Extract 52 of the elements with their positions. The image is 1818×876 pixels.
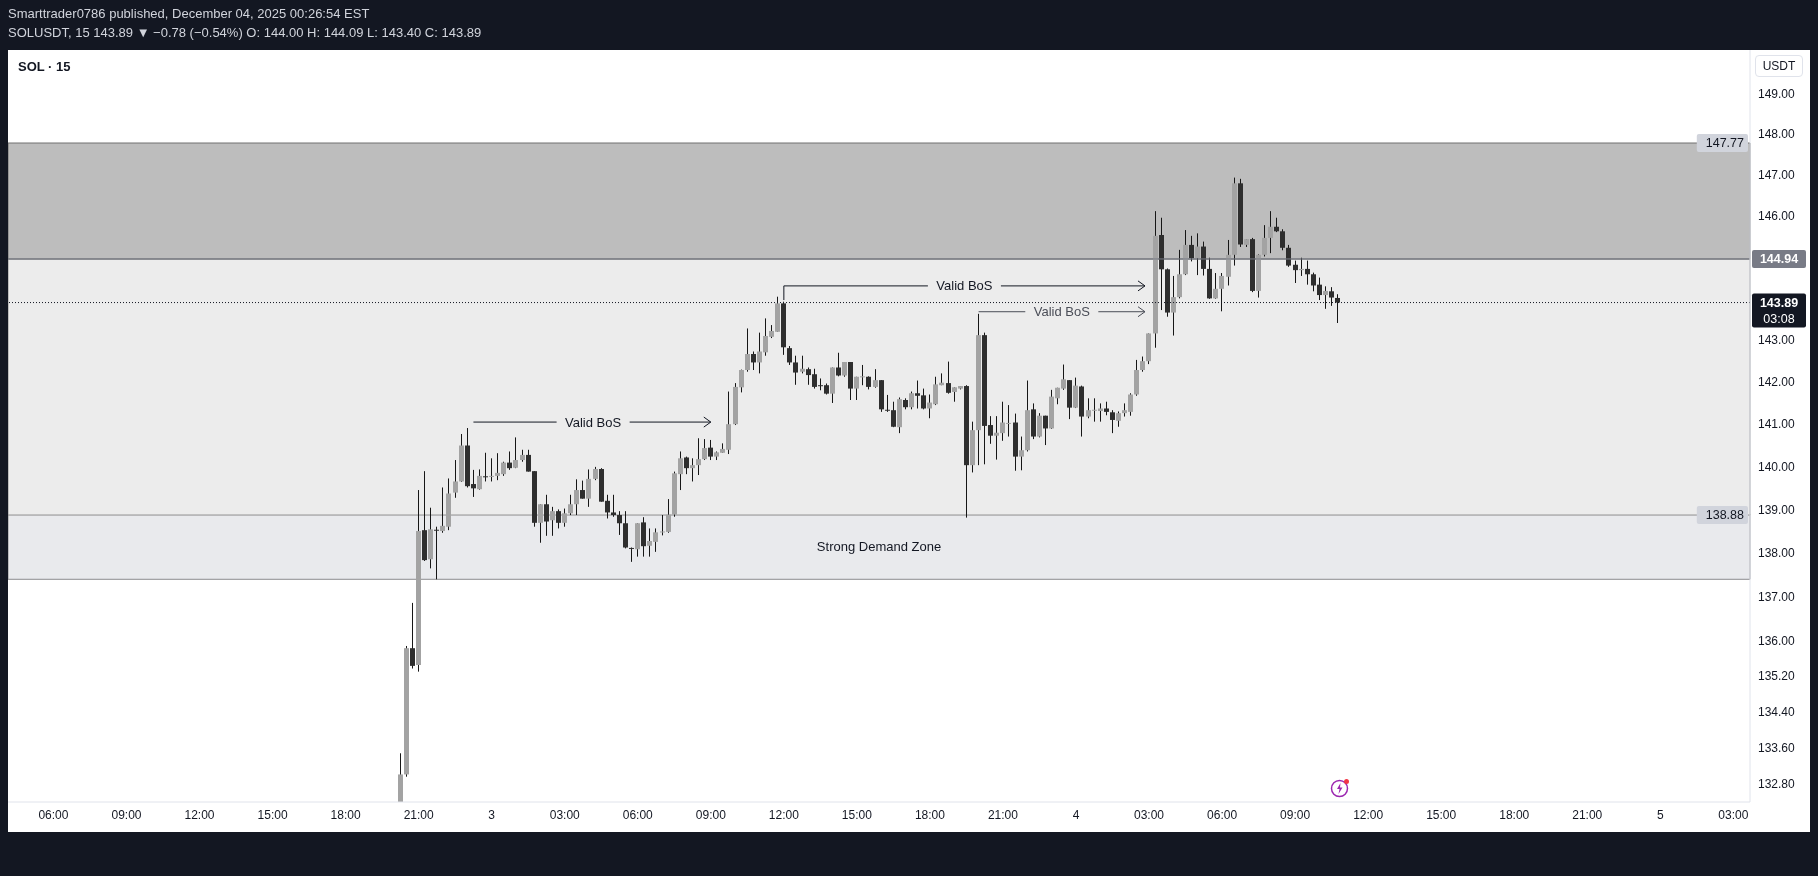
series-label: Valid BoS <box>1033 304 1091 320</box>
y-tick-label: 143.00 <box>1758 333 1796 348</box>
x-tick-label: 12:00 <box>1353 807 1384 822</box>
ref-line-label: 143.89 03:08 <box>1759 295 1799 326</box>
y-tick-label: 138.00 <box>1758 546 1796 561</box>
y-tick-label: 142.00 <box>1758 375 1796 390</box>
x-tick-label: 3 <box>488 807 496 822</box>
x-tick-label: 03:00 <box>1134 807 1165 822</box>
y-tick-label: 139.00 <box>1758 503 1796 518</box>
x-tick-label: 12:00 <box>768 807 800 822</box>
ref-line-label: 144.94 <box>1759 252 1799 267</box>
x-tick-label: 18:00 <box>330 807 361 822</box>
x-tick-label: 21:00 <box>1572 807 1603 822</box>
x-tick-label: 03:00 <box>549 807 581 822</box>
x-tick-label: 18:00 <box>1499 807 1530 822</box>
series-label: Valid BoS <box>936 278 993 294</box>
x-tick-label: 5 <box>1656 807 1664 822</box>
series-label: Valid BoS <box>565 414 622 430</box>
annotation: 138.88 <box>1705 508 1745 523</box>
y-tick-label: 133.60 <box>1758 740 1796 755</box>
x-tick-label: 12:00 <box>184 807 215 822</box>
x-tick-label: 15:00 <box>1426 807 1457 822</box>
y-tick-label: 135.20 <box>1758 669 1796 684</box>
x-tick-label: 15:00 <box>257 807 288 822</box>
chart-subtitle: SOLUSDT, 15 143.89 ▼ −0.78 (−0.54%) O: 144.00 H: 144.09 L: 143.40 C: 143.89 <box>8 25 482 40</box>
text: Smarttrader0786 published, December 04, 2025 00:26:54 EST <box>8 6 370 21</box>
x-tick-label: 09:00 <box>1280 807 1311 822</box>
x-tick-label: 06:00 <box>622 807 654 822</box>
x-tick-label: 03:00 <box>1718 807 1749 822</box>
x-tick-label: 21:00 <box>987 807 1019 822</box>
y-tick-label: 134.40 <box>1758 704 1796 719</box>
x-tick-label: 4 <box>1072 807 1080 822</box>
y-tick-label: 136.00 <box>1758 633 1796 648</box>
y-tick-label: 137.00 <box>1758 590 1796 605</box>
y-tick-label: 141.00 <box>1758 417 1796 432</box>
y-tick-label: 132.80 <box>1758 776 1796 791</box>
x-tick-label: 09:00 <box>695 807 727 822</box>
x-tick-label: 15:00 <box>841 807 873 822</box>
x-tick-label: 09:00 <box>111 807 142 822</box>
x-tick-label: 06:00 <box>38 807 69 822</box>
y-tick-label: 140.00 <box>1758 460 1796 475</box>
y-axis-title: USDT <box>1762 59 1796 73</box>
y-tick-label: 148.00 <box>1758 126 1796 141</box>
y-tick-label: 146.00 <box>1758 208 1796 223</box>
annotation: 147.77 <box>1705 136 1745 151</box>
x-tick-label: 06:00 <box>1207 807 1238 822</box>
y-tick-label: 149.00 <box>1758 86 1796 101</box>
text: SOL · 15 <box>18 59 71 74</box>
x-tick-label: 21:00 <box>403 807 434 822</box>
band-label: Strong Demand Zone <box>816 539 942 555</box>
x-tick-label: 18:00 <box>914 807 946 822</box>
y-tick-label: 147.00 <box>1758 167 1796 182</box>
